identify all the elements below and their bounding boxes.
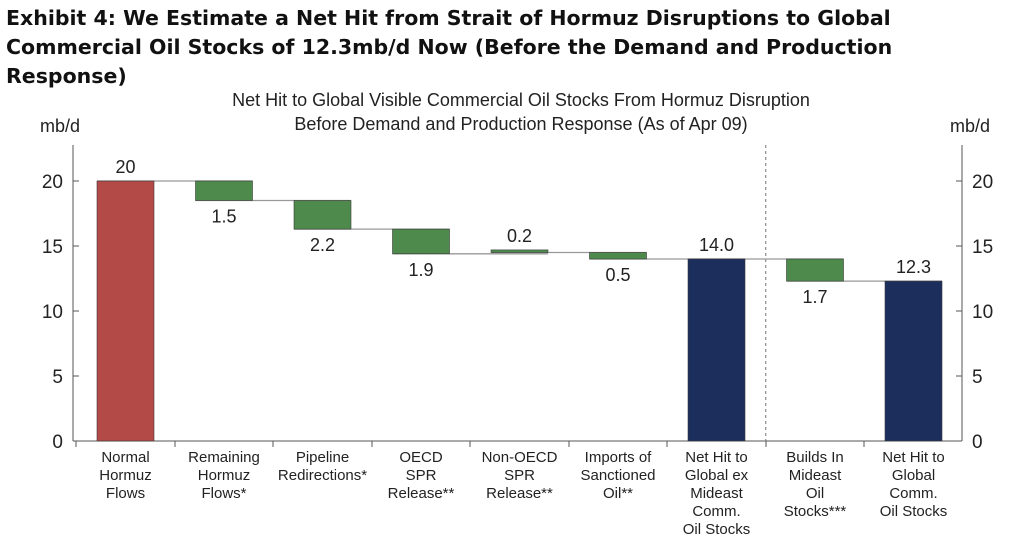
category-label: Oil**	[603, 485, 633, 502]
category-label: OECD	[399, 449, 443, 466]
bar-decrease	[490, 249, 549, 253]
category-label: Imports of	[585, 449, 653, 466]
category-label: Flows*	[201, 485, 246, 502]
category-label: Normal	[101, 449, 149, 466]
y-tick-label-right: 10	[972, 302, 993, 323]
category-label: Mideast	[690, 485, 743, 502]
category-label: Non-OECD	[482, 449, 558, 466]
y-tick-label-right: 20	[972, 172, 993, 193]
y-tick-label-right: 0	[972, 432, 983, 453]
category-label: SPR	[406, 467, 437, 484]
bar-value-label: 0.5	[605, 265, 630, 285]
category-label: Global	[892, 467, 935, 484]
bar-decrease	[195, 180, 253, 201]
category-label: Mideast	[789, 467, 842, 484]
chart-subtitle: Before Demand and Production Response (A…	[294, 114, 747, 134]
y-tick-label-right: 5	[972, 367, 983, 388]
category-label: Remaining	[188, 449, 260, 466]
category-label: Comm.	[889, 485, 937, 502]
bar-decrease	[392, 228, 450, 255]
bar-value-label: 1.9	[408, 260, 433, 280]
category-label: Sanctioned	[580, 467, 655, 484]
category-label: Oil Stocks	[880, 503, 948, 520]
category-label: Net Hit to	[685, 449, 748, 466]
bar-value-label: 12.3	[896, 257, 931, 277]
exhibit-title: Exhibit 4: We Estimate a Net Hit from St…	[6, 6, 893, 88]
category-label: Builds In	[786, 449, 844, 466]
y-tick-label-left: 5	[52, 367, 63, 388]
bar-value-label: 20	[115, 157, 135, 177]
bar-decrease	[589, 252, 647, 260]
category-label: Pipeline	[296, 449, 349, 466]
y-tick-label-left: 0	[52, 432, 63, 453]
y-tick-label-left: 15	[42, 237, 63, 258]
category-label: Redirections*	[278, 467, 367, 484]
category-label: Release**	[486, 485, 553, 502]
bar-total	[884, 280, 943, 442]
category-label: Stocks***	[784, 503, 847, 520]
category-label: Global ex	[685, 467, 749, 484]
category-label: Oil Stocks	[683, 521, 751, 538]
bar-value-label: 1.7	[802, 287, 827, 307]
bar-value-label: 0.2	[507, 226, 532, 246]
y-axis-label-right: mb/d	[950, 116, 990, 136]
chart-title: Net Hit to Global Visible Commercial Oil…	[232, 90, 810, 110]
category-label: SPR	[504, 467, 535, 484]
y-tick-label-left: 20	[42, 172, 63, 193]
category-label: Release**	[388, 485, 455, 502]
bar-total	[687, 258, 746, 442]
bar-value-label: 1.5	[211, 207, 236, 227]
bar-start	[96, 180, 155, 442]
category-label: Oil	[806, 485, 824, 502]
category-label: Hormuz	[99, 467, 152, 484]
category-label: Comm.	[692, 503, 740, 520]
bar-value-label: 14.0	[699, 235, 734, 255]
category-label: Net Hit to	[882, 449, 945, 466]
y-tick-label-left: 10	[42, 302, 63, 323]
category-label: Flows	[106, 485, 145, 502]
y-tick-label-right: 15	[972, 237, 993, 258]
bar-value-label: 2.2	[310, 235, 335, 255]
category-label: Hormuz	[198, 467, 251, 484]
bar-decrease	[786, 258, 844, 282]
y-axis-label-left: mb/d	[40, 116, 80, 136]
bar-decrease	[293, 200, 352, 230]
